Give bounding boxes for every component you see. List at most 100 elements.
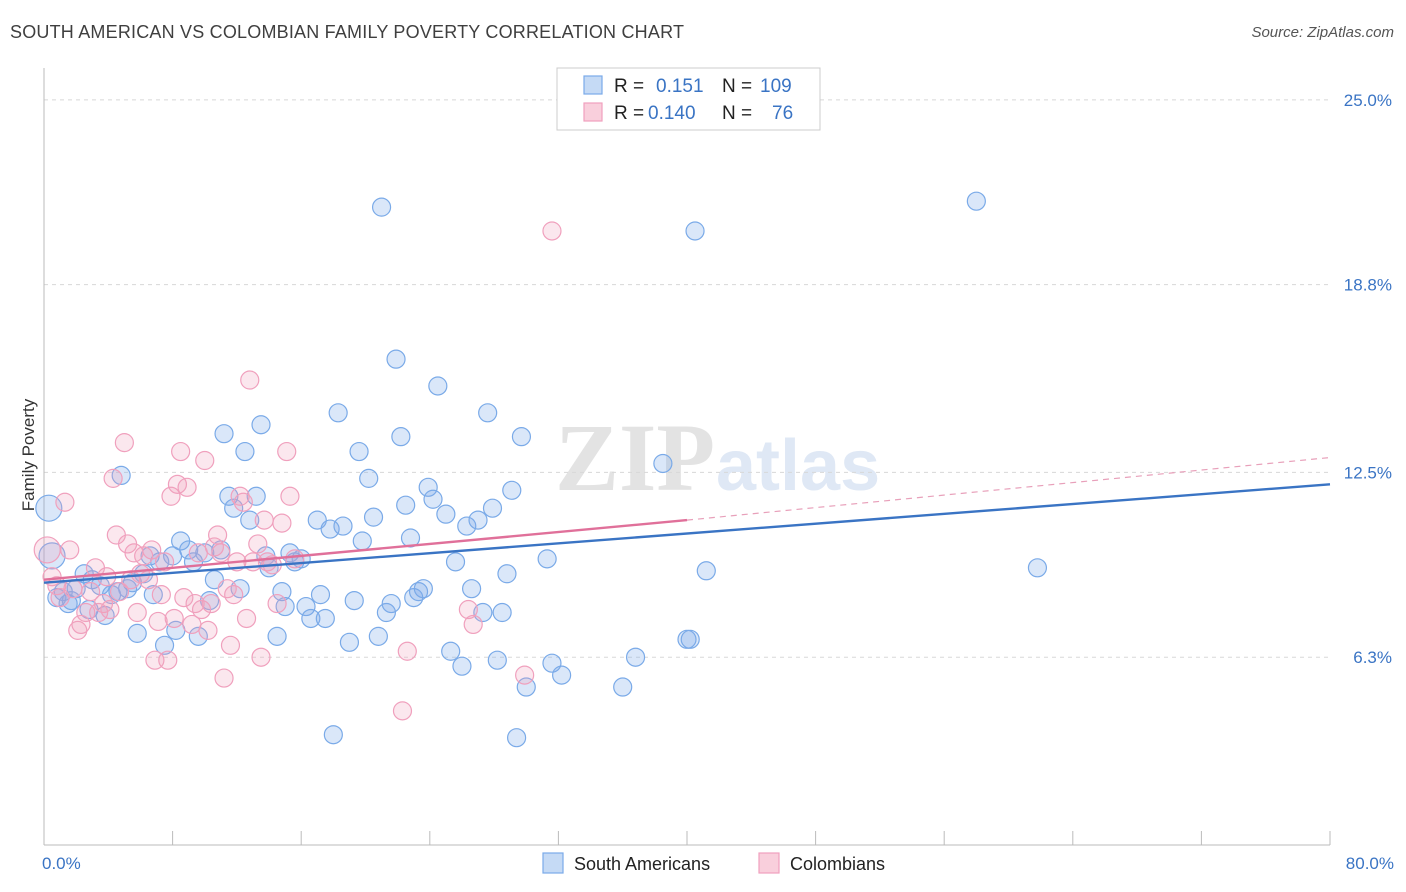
colombian-point <box>272 513 292 533</box>
y-tick-label: 6.3% <box>1353 648 1392 667</box>
x-tick-label: 0.0% <box>42 854 81 873</box>
bottom-legend-colombians: Colombians <box>790 854 885 874</box>
south-american-point <box>323 725 343 745</box>
y-tick-label: 25.0% <box>1344 91 1392 110</box>
legend-r-label-2: R = <box>614 103 644 124</box>
south-american-point <box>333 516 353 536</box>
south-american-point <box>386 349 406 369</box>
south-american-point <box>552 665 572 685</box>
trend-lines <box>43 456 1331 584</box>
south-american-point <box>441 641 461 661</box>
south-american-point <box>272 582 292 602</box>
south-american-point <box>381 593 401 614</box>
bottom-legend-swatch-colombians <box>758 852 780 874</box>
colombian-point <box>148 611 168 632</box>
colombian-point <box>71 614 91 635</box>
colombian-point <box>191 599 212 620</box>
south-american-point <box>363 507 384 527</box>
south-american-point <box>344 590 364 611</box>
watermark-zip: ZIP <box>555 404 715 511</box>
colombian-point <box>214 668 234 688</box>
south-american-point <box>352 531 372 551</box>
south-american-point <box>680 629 700 649</box>
south-american-point <box>418 477 438 497</box>
colombian-point <box>171 441 191 462</box>
colombian-point <box>154 552 175 572</box>
south-american-point <box>359 468 379 488</box>
south-american-point <box>296 596 316 617</box>
south-american-point <box>507 728 527 748</box>
colombian-trend-extension <box>686 456 1331 521</box>
bottom-legend-south-americans: South Americans <box>574 854 710 874</box>
colombian-point <box>230 486 250 506</box>
colombian-point <box>542 221 562 241</box>
colombian-point <box>198 620 218 640</box>
south-american-point <box>301 608 321 629</box>
south-american-point <box>251 415 271 435</box>
colombian-point <box>236 608 257 629</box>
colombian-point <box>254 510 274 530</box>
colombian-point <box>224 585 244 605</box>
south-american-point <box>143 585 163 605</box>
south-american-point <box>127 623 147 643</box>
south-american-point <box>452 656 472 676</box>
colombian-point <box>251 647 271 667</box>
bottom-legend-swatch-south-americans <box>542 852 564 874</box>
south-american-point <box>457 516 477 536</box>
south-american-point <box>653 453 673 474</box>
south-american-point <box>188 626 208 646</box>
legend-r-label-1: R = <box>614 76 644 97</box>
south-american-point <box>368 626 388 646</box>
colombian-point <box>89 602 109 623</box>
colombian-point <box>103 468 123 488</box>
south-american-point <box>478 403 498 423</box>
y-tick-label: 12.5% <box>1344 463 1392 482</box>
colombian-point <box>208 525 228 545</box>
south-american-point <box>482 498 503 518</box>
colombian-point <box>267 593 287 614</box>
colombian-point <box>280 486 300 506</box>
legend-swatch-south-americans <box>583 75 603 95</box>
data-points <box>33 191 1048 748</box>
legend-n-label-1: N = <box>722 76 752 97</box>
south-american-point <box>613 677 633 697</box>
south-american-point <box>492 602 512 623</box>
colombian-point <box>60 540 80 560</box>
south-american-point <box>423 489 443 509</box>
south-american-point <box>219 486 239 506</box>
legend-swatch-colombians <box>583 102 603 122</box>
south-american-point <box>625 647 646 667</box>
south-american-point <box>224 498 244 518</box>
south-american-point <box>1027 558 1048 578</box>
south-american-point <box>240 510 260 530</box>
colombian-point <box>392 701 413 721</box>
colombian-point <box>164 608 184 629</box>
colombian-point <box>114 433 134 453</box>
colombian-point <box>458 599 478 620</box>
legend-r-value-1: 0.151 <box>656 76 704 97</box>
colombian-point <box>33 536 61 564</box>
colombian-point <box>220 635 241 655</box>
south-american-point <box>502 480 522 500</box>
south-american-point <box>391 427 411 447</box>
legend-r-value-2: 0.140 <box>648 103 696 124</box>
grid-lines <box>44 99 1330 658</box>
chart-source: Source: ZipAtlas.com <box>1251 24 1394 41</box>
series-legend: South Americans Colombians <box>542 852 885 874</box>
colombian-point <box>81 582 101 602</box>
south-american-point <box>328 403 348 423</box>
south-american-point <box>497 564 517 584</box>
axes <box>43 68 1331 846</box>
colombian-point <box>195 450 215 471</box>
colombian-point <box>68 620 88 640</box>
south-american-point <box>396 495 416 515</box>
south-american-point <box>685 221 705 241</box>
colombian-point <box>201 593 221 614</box>
colombian-point <box>109 582 130 602</box>
south-american-point <box>349 441 369 462</box>
south-american-point <box>400 528 421 548</box>
colombian-point <box>142 540 162 560</box>
colombian-point <box>515 665 535 685</box>
colombian-trend-line <box>43 518 688 581</box>
colombian-point <box>158 650 178 670</box>
